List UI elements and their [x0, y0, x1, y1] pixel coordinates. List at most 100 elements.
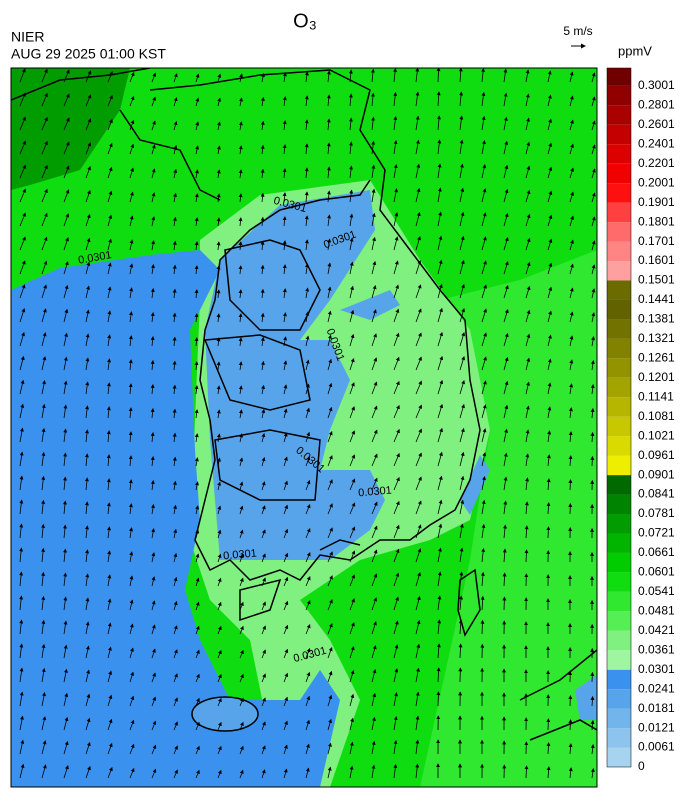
wind-arrow [216, 265, 221, 275]
wind-arrow [480, 571, 485, 587]
wind-arrow [238, 313, 243, 323]
wind-arrow [459, 451, 465, 467]
wind-arrow [238, 193, 243, 203]
colorbar-bin [607, 611, 631, 631]
wind-arrow [85, 645, 90, 659]
wind-arrow [239, 721, 244, 731]
colorbar-label: 0.0121 [638, 720, 675, 734]
wind-arrow [547, 190, 553, 203]
wind-arrow [129, 599, 134, 611]
wind-arrow [503, 332, 509, 347]
colorbar-bin [607, 68, 631, 86]
wind-arrow [194, 265, 199, 275]
wind-arrow [85, 261, 91, 275]
wind-arrow [194, 385, 199, 395]
wind-arrow [41, 116, 48, 131]
wind-arrow [41, 643, 46, 659]
wind-arrow [481, 308, 487, 323]
wind-arrow [437, 547, 442, 563]
wind-arrow [238, 121, 243, 131]
wind-arrow [525, 237, 531, 251]
wind-arrow [415, 91, 420, 107]
wind-arrow [481, 284, 487, 299]
wind-arrow [437, 499, 443, 515]
wind-arrow [261, 577, 266, 587]
wind-arrow [107, 670, 113, 683]
wind-arrow [569, 167, 574, 179]
wind-arrow [459, 547, 464, 563]
colorbar-label: 0.0241 [638, 681, 675, 695]
colorbar-bin [607, 261, 631, 281]
wind-arrow [129, 311, 133, 323]
wind-arrow [217, 553, 222, 563]
wind-arrow [459, 283, 465, 299]
wind-arrow [84, 453, 89, 467]
wind-arrow [195, 673, 200, 683]
wind-arrow [107, 526, 111, 539]
wind-arrow [239, 577, 244, 587]
wind-arrow [305, 647, 311, 659]
wind-arrow [327, 334, 332, 347]
wind-arrow [19, 140, 26, 155]
wind-arrow [84, 501, 89, 515]
wind-arrow [85, 405, 90, 419]
wind-arrow [547, 430, 552, 443]
wind-arrow [480, 619, 485, 635]
colorbar-bin [607, 708, 631, 729]
wind-arrow [150, 431, 155, 443]
wind-arrow [41, 284, 48, 299]
wind-arrow [458, 68, 463, 83]
wind-arrow [304, 215, 309, 227]
colorbar-bin [607, 416, 631, 437]
wind-arrow [107, 94, 113, 107]
colorbar-bin [607, 124, 631, 145]
wind-arrow [326, 70, 331, 83]
colorbar-label: 0.2801 [638, 98, 675, 112]
wind-arrow [437, 331, 444, 347]
wind-arrow [525, 381, 530, 395]
wind-arrow [261, 625, 266, 635]
wind-arrow [590, 719, 595, 731]
wind-arrow [195, 505, 200, 515]
wind-arrow [415, 524, 422, 539]
wind-arrow [436, 643, 441, 659]
wind-arrow [547, 70, 552, 83]
colorbar-bin [607, 280, 631, 300]
wind-arrow [327, 503, 333, 515]
wind-arrow [481, 404, 487, 419]
wind-arrow [173, 192, 178, 203]
wind-arrow [41, 571, 46, 587]
colorbar-bin [607, 591, 631, 612]
wind-arrow [195, 697, 200, 707]
wind-arrow [437, 355, 444, 371]
wind-arrow [172, 312, 177, 323]
wind-arrow [239, 457, 244, 467]
wind-arrow [282, 312, 287, 323]
wind-arrow [547, 334, 552, 347]
wind-arrow [437, 139, 442, 155]
wind-arrow [371, 309, 377, 323]
colorbar-label: 0.0301 [638, 662, 675, 676]
wind-arrow [19, 331, 25, 347]
wind-arrow [217, 721, 222, 731]
wind-arrow [415, 211, 421, 227]
wind-arrow [63, 380, 68, 395]
wind-arrow [327, 646, 333, 659]
wind-arrow [437, 379, 444, 395]
wind-arrow [216, 337, 221, 347]
colorbar-label: 0.2201 [638, 156, 675, 170]
wind-arrow [305, 455, 311, 467]
wind-arrow [261, 457, 266, 467]
wind-arrow [569, 287, 574, 299]
wind-arrow [107, 142, 113, 155]
wind-arrow [107, 214, 113, 227]
wind-arrow [591, 168, 596, 179]
wind-arrow [63, 260, 69, 275]
wind-arrow [151, 768, 157, 779]
wind-arrow [481, 212, 487, 227]
wind-arrow [502, 572, 507, 587]
wind-arrow [568, 719, 573, 731]
colorbar-label: 0.3001 [638, 78, 675, 92]
wind-arrow [41, 92, 48, 107]
wind-arrow [217, 769, 222, 779]
